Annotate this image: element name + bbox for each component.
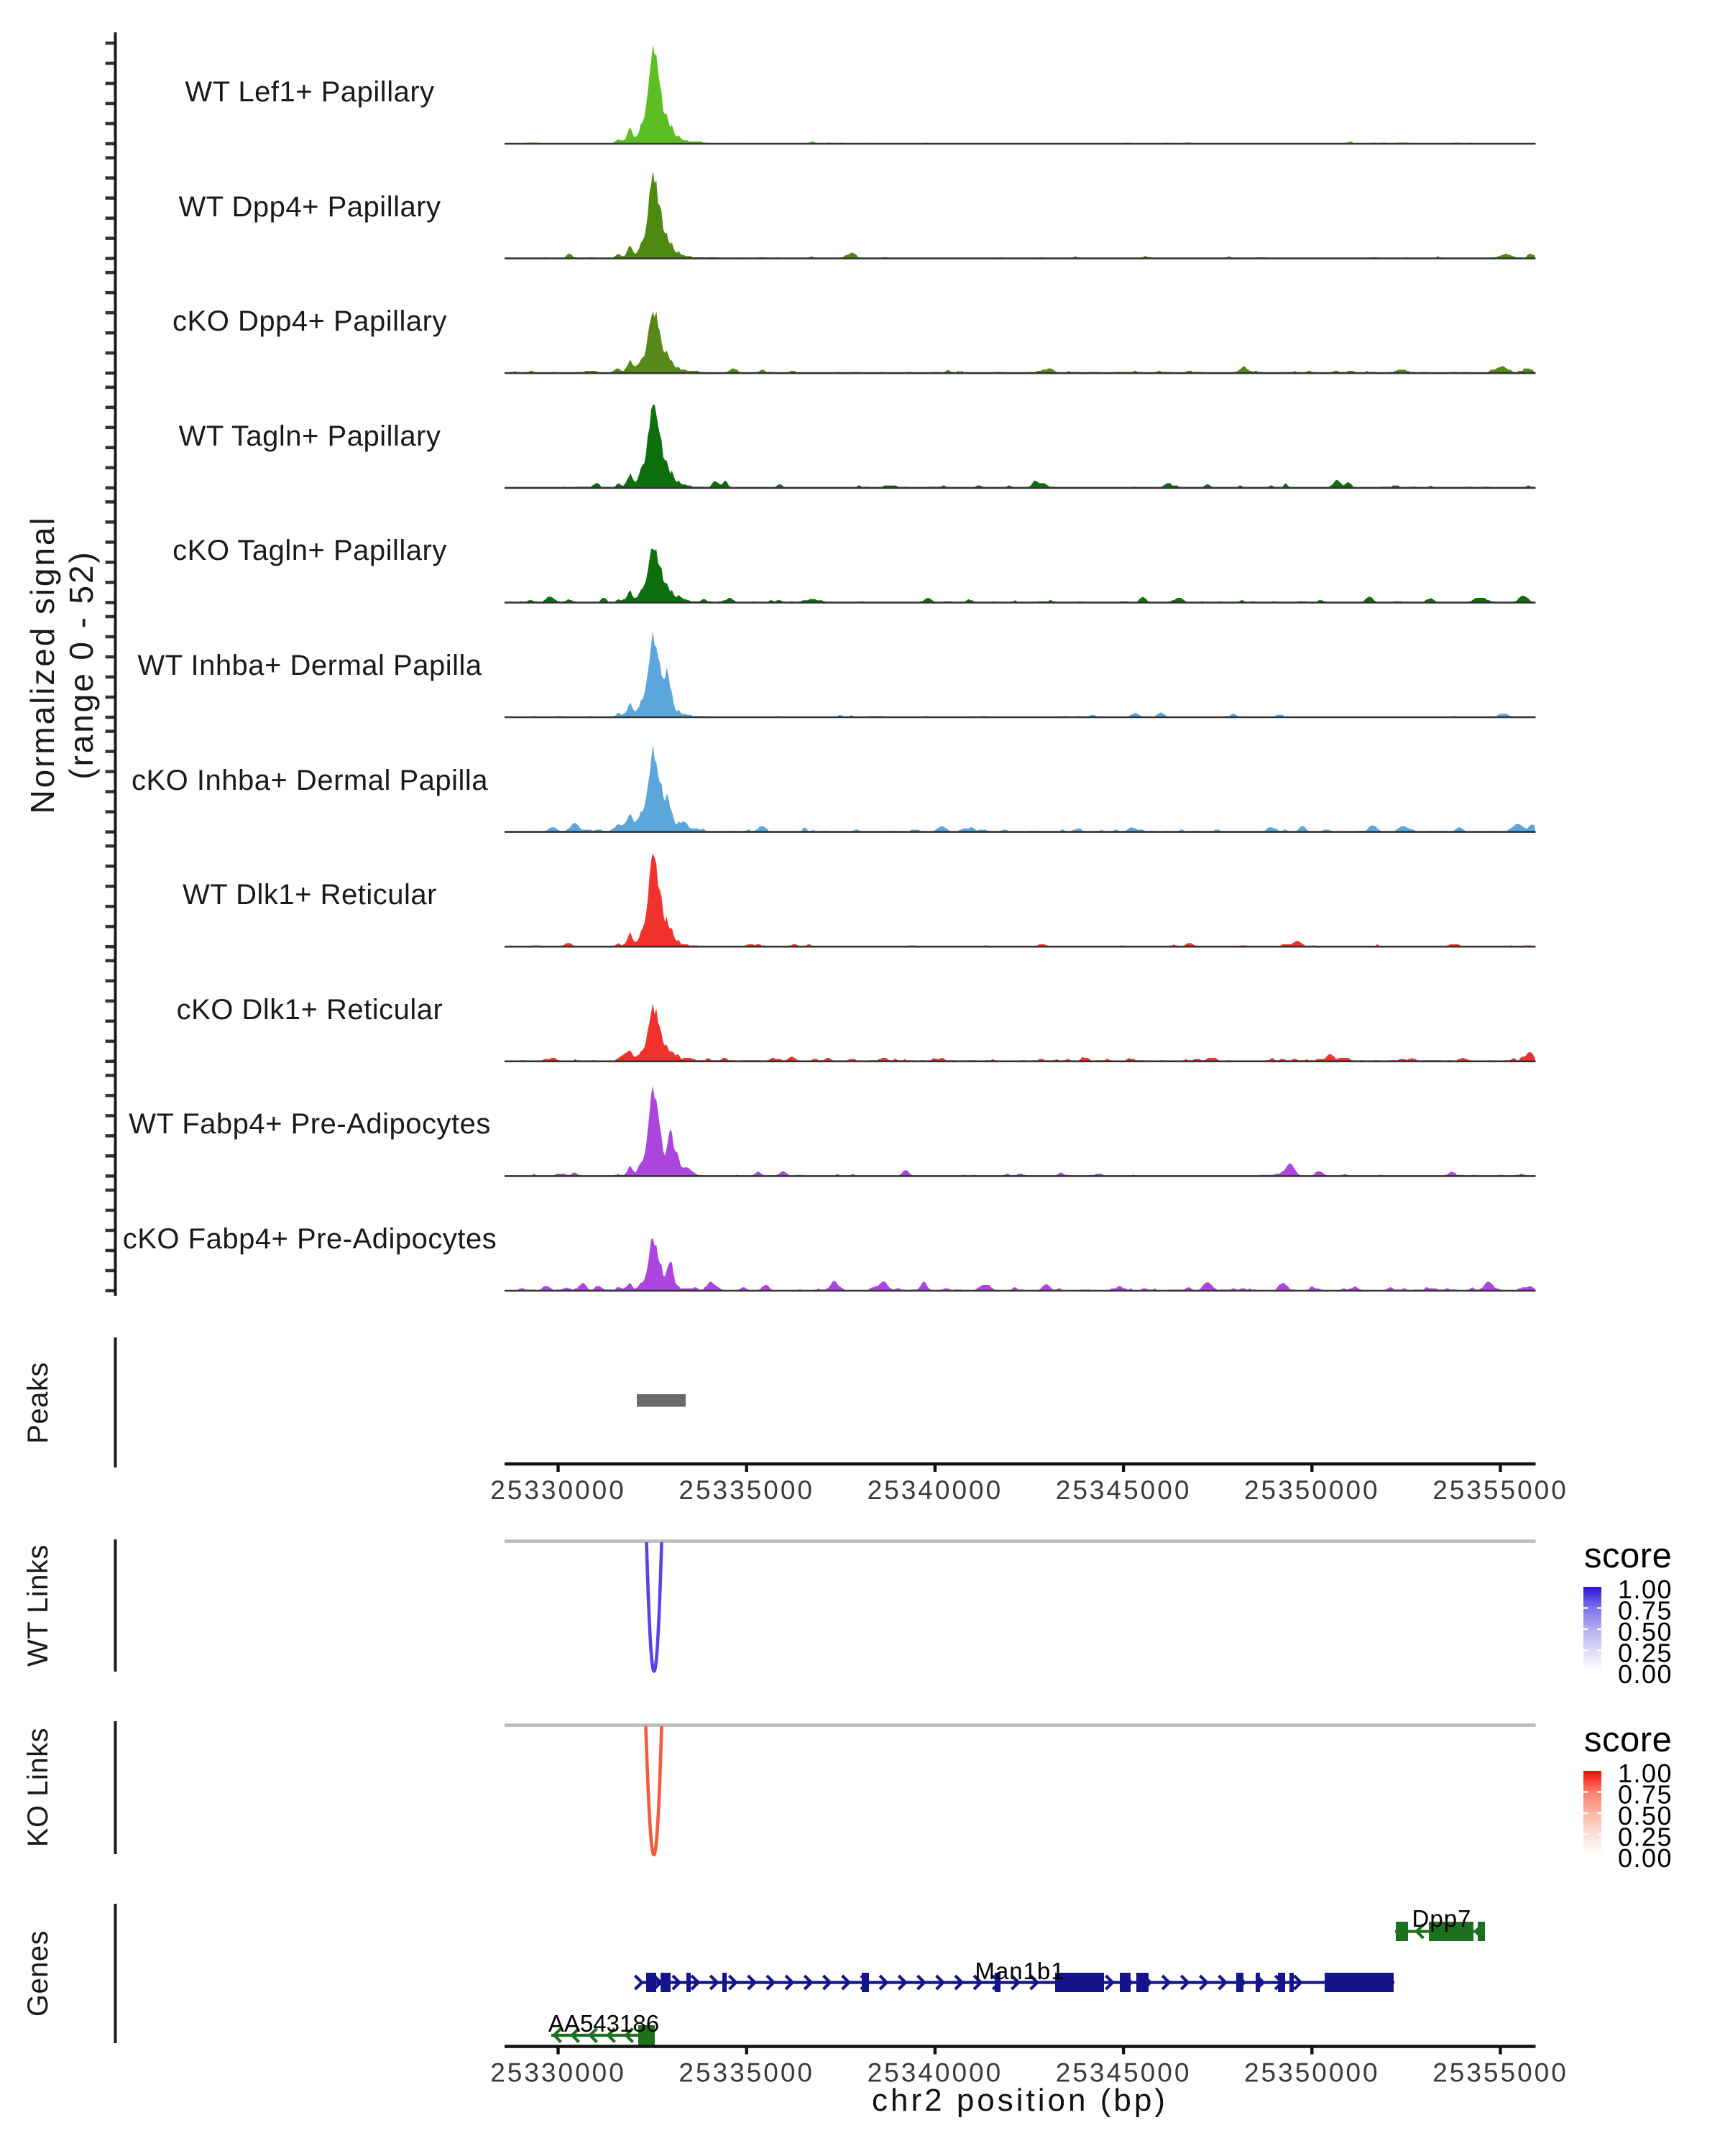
svg-text:cKO Dlk1+ Reticular: cKO Dlk1+ Reticular [177, 994, 443, 1026]
svg-text:Normalized signal: Normalized signal [24, 516, 61, 814]
svg-text:25350000: 25350000 [1244, 2058, 1380, 2088]
svg-text:WT Tagln+ Papillary: WT Tagln+ Papillary [179, 420, 441, 452]
svg-text:25335000: 25335000 [678, 1475, 814, 1505]
svg-text:1.00: 1.00 [1618, 1759, 1673, 1788]
svg-text:chr2 position (bp): chr2 position (bp) [872, 2083, 1168, 2118]
svg-text:cKO Tagln+ Papillary: cKO Tagln+ Papillary [172, 535, 447, 566]
svg-text:0.50: 0.50 [1618, 1617, 1673, 1646]
svg-text:0.75: 0.75 [1618, 1780, 1673, 1810]
svg-text:WT Inhba+ Dermal Papilla: WT Inhba+ Dermal Papilla [137, 650, 482, 681]
svg-text:(range 0 - 52): (range 0 - 52) [63, 550, 100, 779]
svg-text:0.00: 0.00 [1618, 1843, 1673, 1873]
svg-text:25340000: 25340000 [868, 2058, 1003, 2088]
svg-text:WT Dlk1+ Reticular: WT Dlk1+ Reticular [183, 879, 437, 911]
svg-text:25345000: 25345000 [1056, 1475, 1192, 1505]
svg-text:25340000: 25340000 [868, 1475, 1003, 1505]
svg-text:25335000: 25335000 [678, 2058, 814, 2088]
svg-text:WT Lef1+ Papillary: WT Lef1+ Papillary [185, 76, 434, 108]
svg-text:25355000: 25355000 [1432, 2058, 1568, 2088]
svg-text:0.00: 0.00 [1618, 1659, 1673, 1689]
svg-text:score: score [1584, 1720, 1672, 1759]
svg-text:WT Dpp4+ Papillary: WT Dpp4+ Papillary [178, 191, 441, 223]
svg-text:0.25: 0.25 [1618, 1639, 1673, 1668]
svg-text:WT Fabp4+ Pre-Adipocytes: WT Fabp4+ Pre-Adipocytes [129, 1108, 491, 1140]
svg-text:0.75: 0.75 [1618, 1596, 1673, 1626]
svg-text:Genes: Genes [22, 1930, 54, 2017]
svg-text:25350000: 25350000 [1244, 1475, 1380, 1505]
svg-text:cKO Inhba+ Dermal Papilla: cKO Inhba+ Dermal Papilla [132, 765, 488, 796]
svg-text:WT Links: WT Links [22, 1544, 54, 1667]
svg-text:Peaks: Peaks [22, 1362, 54, 1444]
svg-text:25345000: 25345000 [1056, 2058, 1192, 2088]
svg-text:Man1b1: Man1b1 [975, 1958, 1064, 1984]
svg-text:cKO Fabp4+ Pre-Adipocytes: cKO Fabp4+ Pre-Adipocytes [123, 1223, 497, 1255]
svg-text:25330000: 25330000 [490, 1475, 626, 1505]
svg-text:1.00: 1.00 [1618, 1575, 1673, 1604]
svg-text:cKO Dpp4+ Papillary: cKO Dpp4+ Papillary [172, 305, 447, 337]
svg-text:0.25: 0.25 [1618, 1823, 1673, 1852]
svg-text:AA543186: AA543186 [548, 2010, 659, 2037]
svg-text:Dpp7: Dpp7 [1412, 1905, 1472, 1932]
svg-text:25355000: 25355000 [1432, 1475, 1568, 1505]
svg-text:KO Links: KO Links [22, 1728, 54, 1847]
svg-text:0.50: 0.50 [1618, 1801, 1673, 1830]
svg-text:score: score [1584, 1537, 1672, 1575]
svg-text:25330000: 25330000 [490, 2058, 626, 2088]
